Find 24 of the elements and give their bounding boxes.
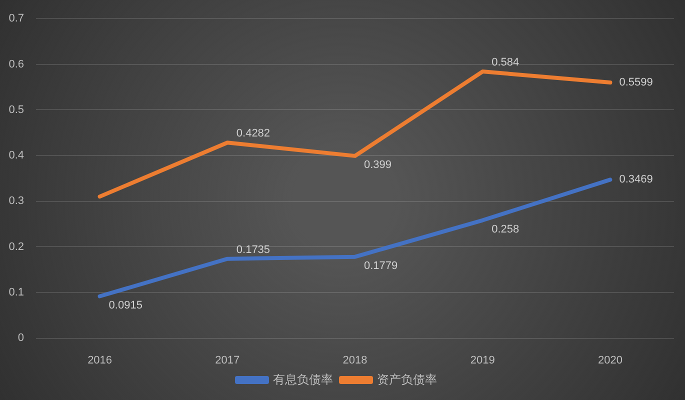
x-tick-label: 2018 xyxy=(342,354,368,367)
y-tick-label: 0.6 xyxy=(8,58,24,70)
legend-label: 有息负债率 xyxy=(273,372,333,386)
data-label: 0.399 xyxy=(364,158,392,171)
data-label: 0.3469 xyxy=(619,174,653,186)
data-label: 0.1779 xyxy=(364,260,398,272)
y-tick-label: 0.3 xyxy=(8,195,24,208)
y-tick-label: 0.4 xyxy=(8,150,24,162)
data-label: 0.5599 xyxy=(619,76,653,89)
data-label: 0.584 xyxy=(492,56,520,69)
data-label: 0.0915 xyxy=(108,299,142,312)
data-label: 0.1735 xyxy=(236,244,270,256)
x-tick-label: 2019 xyxy=(470,354,495,367)
data-label: 0.4282 xyxy=(236,128,270,140)
y-tick-label: 0.2 xyxy=(8,240,24,253)
y-tick-label: 0.5 xyxy=(8,104,24,116)
y-tick-label: 0 xyxy=(18,332,24,344)
y-tick-label: 0.1 xyxy=(8,286,24,298)
legend-label: 资产负债率 xyxy=(377,372,437,386)
data-label: 0.258 xyxy=(492,223,520,236)
y-tick-label: 0.7 xyxy=(8,12,24,25)
x-tick-label: 2020 xyxy=(598,354,622,367)
x-tick-label: 2016 xyxy=(88,354,112,367)
x-tick-label: 2017 xyxy=(215,354,240,367)
